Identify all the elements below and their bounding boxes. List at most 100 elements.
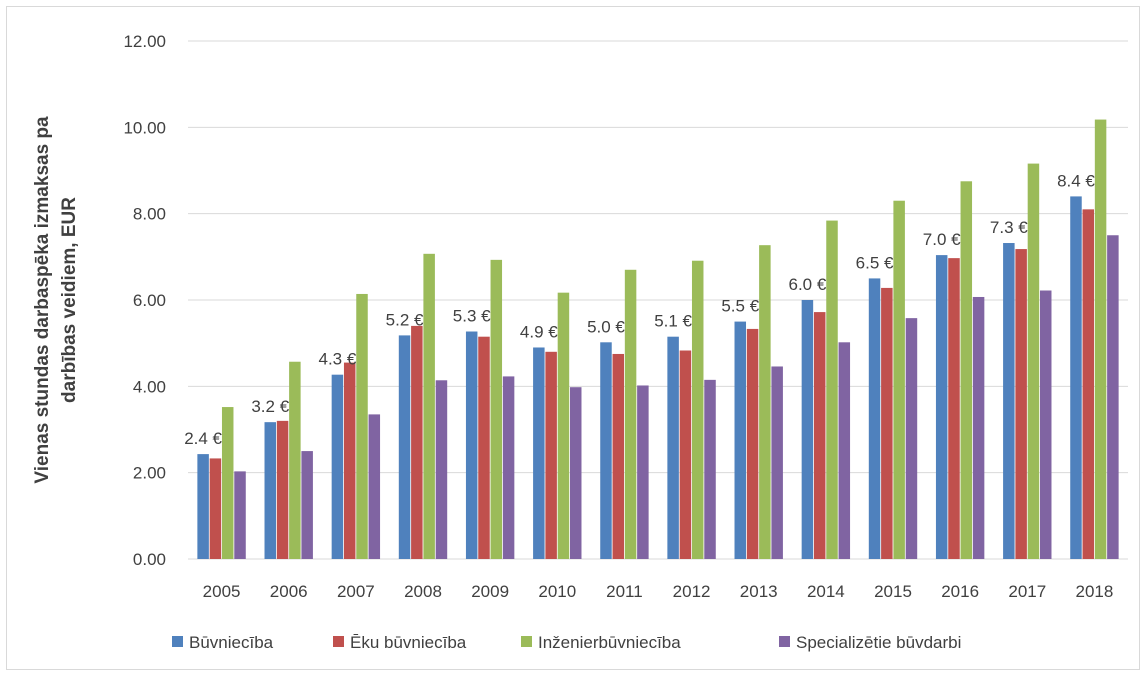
bar: [264, 422, 277, 559]
legend-entry: Inženierbūvniecība: [538, 633, 681, 652]
data-label: 7.0 €: [923, 230, 961, 249]
bar: [960, 181, 973, 559]
bar: [331, 374, 344, 559]
bar: [868, 278, 881, 559]
bar: [759, 245, 771, 559]
bars: [197, 119, 1119, 560]
bar: [368, 414, 381, 559]
y-tick-label: 10.00: [123, 118, 166, 137]
y-tick-label: 12.00: [123, 32, 166, 51]
data-label: 6.5 €: [856, 253, 894, 272]
y-tick-label: 4.00: [133, 377, 166, 396]
y-tick-label: 2.00: [133, 464, 166, 483]
legend-swatch: [521, 636, 532, 647]
x-tick-label: 2011: [606, 582, 643, 601]
x-tick-label: 2017: [1008, 582, 1046, 601]
bar: [221, 407, 234, 559]
x-tick-label: 2008: [404, 582, 442, 601]
bar: [1039, 290, 1052, 559]
bar: [533, 347, 545, 559]
gridlines: [188, 40, 1128, 560]
y-axis-title-line: Vienas stundas darbaspēka izmaksas pa: [32, 116, 53, 484]
legend-entry: Ēku būvniecība: [350, 633, 467, 652]
bar: [637, 385, 649, 559]
bar: [679, 350, 692, 559]
bar: [905, 318, 918, 559]
bar: [691, 260, 704, 559]
data-label: 6.0 €: [789, 275, 827, 294]
x-tick-label: 2015: [874, 582, 912, 601]
legend-swatch: [172, 636, 183, 647]
bar: [771, 366, 783, 559]
bar: [423, 253, 435, 560]
bar: [704, 379, 716, 559]
x-tick-label: 2007: [337, 582, 375, 601]
x-tick-label: 2012: [673, 582, 711, 601]
bar: [569, 387, 582, 559]
bar: [600, 342, 612, 559]
bar: [1003, 243, 1015, 559]
bar: [197, 454, 209, 559]
bar: [209, 458, 222, 559]
data-label: 5.2 €: [386, 310, 424, 329]
data-label: 5.5 €: [721, 297, 759, 316]
bar: [398, 335, 411, 559]
data-label: 5.0 €: [587, 317, 625, 336]
bar: [881, 287, 893, 559]
y-axis-title: Vienas stundas darbaspēka izmaksas pa dar…: [32, 116, 80, 484]
bar: [1094, 119, 1107, 560]
bar: [826, 220, 838, 559]
axis-ticks: 0.00 2.00 4.00 6.00 8.00 10.00 12.00 2005 2006 20…: [123, 32, 1113, 601]
bar: [893, 200, 905, 559]
legend-entry: Būvniecība: [189, 633, 274, 652]
data-label: 5.1 €: [654, 312, 692, 331]
bar: [234, 471, 246, 559]
bar: [734, 321, 747, 559]
bar: [557, 292, 570, 559]
bar: [490, 259, 503, 559]
bar: [502, 376, 515, 559]
legend-swatch: [333, 636, 344, 647]
bar: [667, 336, 679, 559]
x-tick-label: 2010: [538, 582, 576, 601]
x-tick-label: 2006: [270, 582, 308, 601]
bar: [356, 293, 368, 559]
bar: [465, 331, 478, 559]
x-tick-label: 2018: [1076, 582, 1114, 601]
bar: [1070, 196, 1082, 559]
bar: [435, 380, 448, 559]
data-label: 8.4 €: [1057, 171, 1095, 190]
bar: [1015, 249, 1027, 559]
bar: [1027, 163, 1040, 560]
bar: [1082, 209, 1095, 559]
bar: [612, 353, 625, 559]
y-axis-title-line: darbības veidiem, EUR: [59, 197, 80, 403]
x-tick-label: 2016: [941, 582, 979, 601]
bar: [289, 361, 301, 559]
legend: Būvniecība Ēku būvniecība Inženierbūvniecī…: [172, 633, 961, 652]
y-tick-label: 8.00: [133, 205, 166, 224]
x-tick-label: 2014: [807, 582, 845, 601]
bar: [411, 325, 423, 559]
x-tick-label: 2009: [471, 582, 509, 601]
bar: [624, 269, 637, 559]
bar: [1107, 235, 1119, 559]
bar: [801, 300, 814, 559]
bar: [478, 336, 490, 559]
bar: [972, 296, 985, 559]
data-labels: 2.4 € 3.2 € 4.3 € 5.2 € 5.3 € 4.9 € 5.0 € 5.1 €…: [184, 171, 1095, 448]
x-tick-label: 2013: [740, 582, 778, 601]
bar: [838, 342, 851, 559]
bar: [813, 312, 826, 559]
x-tick-label: 2005: [203, 582, 241, 601]
legend-entry: Specializētie būvdarbi: [796, 633, 961, 652]
bar: [935, 255, 948, 559]
data-label: 7.3 €: [990, 218, 1028, 237]
bar: [343, 362, 356, 559]
bar: [545, 351, 557, 559]
data-label: 4.9 €: [520, 322, 558, 341]
legend-swatch: [779, 636, 790, 647]
bar: [948, 258, 960, 559]
y-tick-label: 0.00: [133, 550, 166, 569]
